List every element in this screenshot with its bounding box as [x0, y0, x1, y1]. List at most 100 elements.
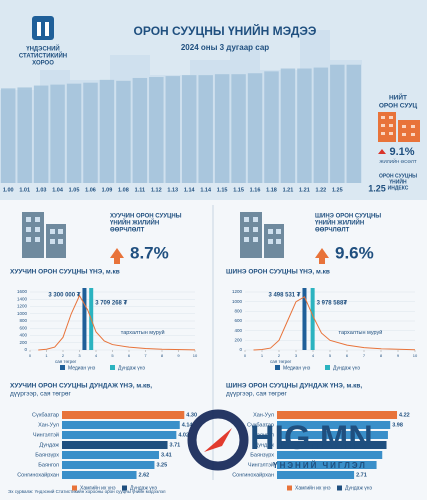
bar: [62, 451, 159, 459]
distribution-line: [38, 294, 196, 351]
chart-title: дүүргээр, сая төгрөг: [226, 391, 288, 398]
bar: [62, 411, 185, 419]
bar: [33, 85, 49, 183]
x-tick-label: 10: [413, 353, 418, 358]
value-label: 1.11: [135, 187, 145, 193]
chart-title: ШИНЭ ОРОН СУУЦНЫ ҮНЭ, м.кв: [226, 269, 330, 276]
marker-label: 3 300 000 ₮: [48, 293, 80, 299]
value-label: 1.09: [102, 187, 113, 193]
bar: [132, 77, 148, 183]
marker-bar: [310, 288, 315, 350]
value-label: 4.30: [186, 412, 197, 418]
x-tick-label: 5: [111, 353, 114, 358]
x-tick-label: 7: [363, 353, 366, 358]
x-tick-label: 7: [144, 353, 147, 358]
category-label: Хан-Уул: [38, 422, 59, 428]
distribution-line: [253, 296, 416, 351]
y-tick-label: 400: [19, 333, 27, 338]
chart-title: дүүргээр, сая төгрөг: [10, 391, 72, 398]
value-label: 2.62: [139, 472, 150, 478]
category-label: Дундаж: [254, 442, 274, 448]
x-tick-label: 0: [244, 353, 247, 358]
value-label: 1.22: [316, 187, 327, 193]
curve-label: тархалтын муруй: [339, 329, 383, 336]
category-label: Баянгол: [253, 432, 274, 438]
bar: [149, 77, 164, 183]
index-label: ОРОН СУУЦНЫ: [379, 173, 417, 179]
bar: [277, 461, 377, 469]
bar: [231, 74, 246, 183]
watermark-logo: HIG.MN: [250, 419, 373, 457]
bar: [1, 88, 16, 183]
watermark-needle: [204, 428, 232, 452]
index-label: ИНДЕКС: [388, 185, 409, 191]
old-label: ӨӨРЧЛӨЛТ: [110, 228, 145, 234]
x-tick-label: 8: [161, 353, 164, 358]
new-label: ШИНЭ ОРОН СУУЦНЫ: [315, 214, 381, 220]
category-label: Сүхбаатар: [32, 412, 59, 418]
legend-swatch: [275, 365, 280, 370]
watermark-icon: [187, 409, 249, 471]
bar: [66, 83, 82, 183]
bar: [198, 75, 213, 183]
category-label: Дундаж: [39, 442, 59, 448]
value-label: 1.14: [200, 187, 212, 193]
legend-label: Медиан үнэ: [68, 365, 96, 371]
bar: [62, 421, 180, 429]
total-label: НИЙТ: [389, 93, 407, 102]
bar: [99, 79, 115, 183]
bar: [313, 67, 329, 183]
category-label: Баянзүрх: [35, 452, 59, 458]
x-tick-label: 6: [128, 353, 131, 358]
bar: [214, 74, 230, 183]
marker-label: 3 978 588₮: [317, 301, 348, 307]
old-change: 8.7%: [130, 243, 169, 262]
value-label: 1.01: [19, 187, 30, 193]
y-tick-label: 1200: [17, 304, 28, 309]
chart-title: ХУУЧИН ОРОН СУУЦНЫ ДУНДАЖ ҮНЭ, м.кв,: [10, 383, 152, 390]
bar: [17, 87, 32, 183]
value-label: 1.15: [217, 187, 228, 193]
y-tick-label: 1200: [232, 289, 243, 294]
bar: [83, 82, 98, 183]
org-name: СТАТИСТИКИЙН: [19, 52, 67, 60]
x-tick-label: 8: [380, 353, 383, 358]
org-name: ҮНДЭСНИЙ: [26, 45, 60, 53]
value-label: 1.16: [250, 187, 261, 193]
category-label: Чингэлтэй: [33, 431, 59, 438]
legend-swatch: [325, 365, 330, 370]
chart-title: ШИНЭ ОРОН СУУЦНЫ ДУНДАЖ ҮНЭ, м.кв,: [226, 383, 362, 390]
category-label: Сонгинохайрхан: [17, 471, 59, 478]
legend-swatch: [60, 365, 65, 370]
x-tick-label: 4: [312, 353, 315, 358]
bar: [165, 76, 180, 183]
bar: [297, 68, 312, 183]
legend-label: Дундаж үнэ: [118, 365, 145, 371]
bar: [62, 431, 177, 439]
bar: [277, 451, 383, 459]
bar: [277, 411, 398, 419]
value-label: 4.02: [178, 432, 189, 438]
legend-label: Дундаж үнэ: [345, 485, 372, 491]
legend-label: Хамгийн их үнэ: [295, 484, 331, 491]
value-label: 4.14: [182, 422, 194, 428]
y-tick-label: 0: [239, 347, 242, 352]
x-tick-label: 3: [295, 353, 298, 358]
legend-swatch: [337, 485, 342, 491]
bar: [62, 461, 155, 469]
chart-title: ХУУЧИН ОРОН СУУЦНЫ ҮНЭ, м.кв: [10, 269, 120, 276]
legend-swatch: [72, 485, 77, 491]
value-label: 1.05: [69, 187, 80, 193]
new-label: ӨӨРЧЛӨЛТ: [315, 228, 350, 234]
marker-label: 3 709 268 ₮: [95, 301, 127, 307]
legend-label: Хамгийн их үнэ: [80, 484, 116, 491]
value-label: 1.12: [151, 187, 162, 193]
bar: [264, 71, 279, 183]
category-label: Сүхбаатар: [247, 422, 274, 428]
bar: [277, 431, 388, 439]
x-tick-label: 10: [193, 353, 198, 358]
value-label: 1.15: [233, 187, 244, 193]
legend-swatch: [122, 485, 127, 491]
new-change: 9.6%: [335, 243, 374, 262]
